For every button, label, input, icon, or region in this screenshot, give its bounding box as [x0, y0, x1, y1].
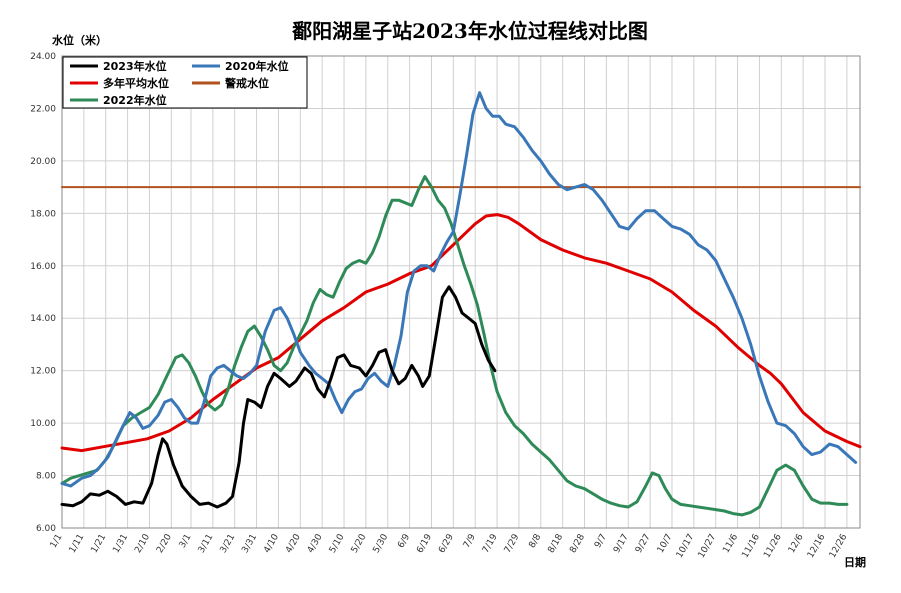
plot-area-border — [61, 55, 861, 529]
legend-label: 警戒水位 — [224, 76, 269, 90]
series-lines — [60, 91, 862, 517]
y-tick-label: 18.00 — [30, 209, 56, 219]
y-tick-label: 14.00 — [30, 314, 56, 324]
y-tick-label: 6.00 — [36, 524, 56, 534]
y-tick-label: 22.00 — [30, 104, 56, 114]
series-2020-line — [60, 91, 858, 488]
y-tick-label: 20.00 — [30, 157, 56, 167]
y-axis-label: 水位（米） — [52, 33, 107, 47]
series-2023-line — [60, 285, 497, 509]
chart-title: 鄱阳湖星子站2023年水位过程线对比图 — [291, 19, 648, 43]
legend-box — [62, 56, 308, 109]
legend-label: 多年平均水位 — [103, 76, 169, 90]
x-axis-label: 日期 — [844, 555, 866, 569]
series-average-line — [60, 213, 862, 453]
y-tick-label: 10.00 — [30, 419, 56, 429]
y-tick-label: 8.00 — [36, 472, 56, 482]
y-tick-label: 24.00 — [30, 52, 56, 62]
series-2022-line — [60, 175, 849, 517]
y-tick-labels: 6.00 8.00 10.00 12.00 14.00 16.00 18.00 20.00 22… — [30, 52, 56, 534]
legend-label: 2020年水位 — [225, 59, 289, 73]
legend-label: 2023年水位 — [103, 59, 167, 73]
y-tick-label: 16.00 — [30, 262, 56, 272]
legend-label: 2022年水位 — [103, 93, 167, 107]
y-tick-label: 12.00 — [30, 367, 56, 377]
